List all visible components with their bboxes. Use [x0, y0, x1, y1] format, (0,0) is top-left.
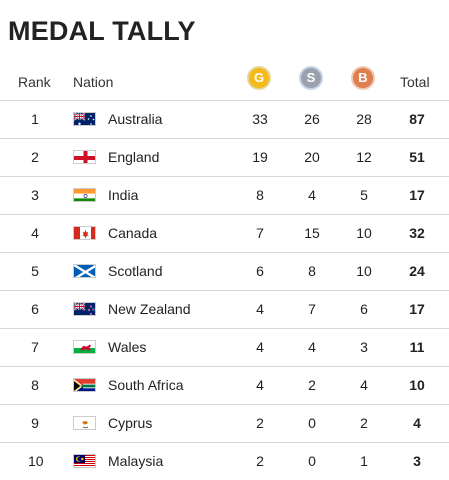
rank-cell: 2	[31, 149, 39, 165]
rank-cell: 9	[31, 415, 39, 431]
table-row: 7 Wales 4 4 3 11	[0, 329, 449, 367]
table-row: 10	[0, 443, 449, 480]
nation-name[interactable]: South Africa	[108, 377, 184, 393]
nation-name[interactable]: England	[108, 149, 160, 165]
rank-column-header[interactable]: Rank	[18, 74, 51, 90]
gold-count: 4	[256, 377, 264, 393]
nation-name[interactable]: Wales	[108, 339, 147, 355]
gold-count: 2	[256, 453, 264, 469]
wales-flag-icon	[73, 340, 96, 354]
nation-column-header[interactable]: Nation	[73, 74, 114, 90]
table-row: 5 Scotland 6 8 10 24	[0, 253, 449, 291]
gold-count: 8	[256, 187, 264, 203]
silver-count: 20	[304, 149, 320, 165]
silver-count: 7	[308, 301, 316, 317]
nation-name[interactable]: Cyprus	[108, 415, 153, 431]
india-flag-icon	[73, 188, 96, 202]
gold-count: 2	[256, 415, 264, 431]
south-africa-flag-icon	[73, 378, 96, 392]
nation-name[interactable]: Canada	[108, 225, 158, 241]
rank-cell: 8	[31, 377, 39, 393]
bronze-count: 3	[360, 339, 368, 355]
total-count: 17	[409, 301, 425, 317]
page-title: MEDAL TALLY	[8, 16, 196, 46]
silver-count: 0	[308, 453, 316, 469]
bronze-count: 1	[360, 453, 368, 469]
rank-cell: 4	[31, 225, 39, 241]
total-count: 32	[409, 225, 425, 241]
medal-tally-panel: MEDAL TALLY Rank Nation G S B Total 1	[0, 16, 449, 469]
nation-name[interactable]: India	[108, 187, 139, 203]
total-count: 24	[409, 263, 425, 279]
table-row: 6 New Zealand 4 7 6	[0, 291, 449, 329]
nation-name[interactable]: Scotland	[108, 263, 163, 279]
rank-cell: 6	[31, 301, 39, 317]
table-body: 1 Australia 33 26 28 87	[0, 101, 449, 480]
bronze-count: 2	[360, 415, 368, 431]
canada-flag-icon	[73, 226, 96, 240]
cyprus-flag-icon	[73, 416, 96, 430]
silver-count: 2	[308, 377, 316, 393]
silver-count: 8	[308, 263, 316, 279]
gold-count: 4	[256, 301, 264, 317]
bronze-count: 28	[356, 111, 372, 127]
gold-count: 6	[256, 263, 264, 279]
rank-cell: 10	[28, 453, 44, 469]
gold-medal-icon[interactable]: G	[247, 66, 271, 90]
bronze-count: 4	[360, 377, 368, 393]
total-count: 4	[413, 415, 421, 431]
total-count: 87	[409, 111, 425, 127]
silver-count: 26	[304, 111, 320, 127]
silver-count: 4	[308, 187, 316, 203]
gold-count: 4	[256, 339, 264, 355]
total-count: 17	[409, 187, 425, 203]
scotland-flag-icon	[73, 264, 96, 278]
total-count: 51	[409, 149, 425, 165]
table-row: 9 Cyprus 2 0 2 4	[0, 405, 449, 443]
gold-count: 33	[252, 111, 268, 127]
silver-count: 0	[308, 415, 316, 431]
nation-name[interactable]: Malaysia	[108, 453, 164, 469]
table-row: 8 South Africa 4 2 4 10	[0, 367, 449, 405]
new-zealand-flag-icon	[73, 302, 96, 316]
bronze-medal-icon[interactable]: B	[351, 66, 375, 90]
england-flag-icon	[73, 150, 96, 164]
australia-flag-icon	[73, 112, 96, 126]
bronze-count: 10	[356, 225, 372, 241]
malaysia-flag-icon	[73, 454, 96, 468]
table-row: 4 Canada 7 15 10 32	[0, 215, 449, 253]
silver-count: 15	[304, 225, 320, 241]
table-row: 2 England 19 20 12 51	[0, 139, 449, 177]
rank-cell: 5	[31, 263, 39, 279]
table-header: Rank Nation G S B Total	[0, 62, 449, 101]
total-count: 3	[413, 453, 421, 469]
bronze-count: 6	[360, 301, 368, 317]
rank-cell: 7	[31, 339, 39, 355]
nation-name[interactable]: New Zealand	[108, 301, 191, 317]
nation-name[interactable]: Australia	[108, 111, 163, 127]
silver-count: 4	[308, 339, 316, 355]
bronze-count: 10	[356, 263, 372, 279]
table-row: 1 Australia 33 26 28 87	[0, 101, 449, 139]
bronze-count: 5	[360, 187, 368, 203]
medal-table: Rank Nation G S B Total 1	[0, 62, 449, 480]
gold-count: 19	[252, 149, 268, 165]
total-column-header[interactable]: Total	[400, 74, 430, 90]
rank-cell: 1	[31, 111, 39, 127]
bronze-count: 12	[356, 149, 372, 165]
table-row: 3 India 8 4 5 17	[0, 177, 449, 215]
total-count: 10	[409, 377, 425, 393]
gold-count: 7	[256, 225, 264, 241]
silver-medal-icon[interactable]: S	[299, 66, 323, 90]
rank-cell: 3	[31, 187, 39, 203]
total-count: 11	[409, 339, 425, 355]
